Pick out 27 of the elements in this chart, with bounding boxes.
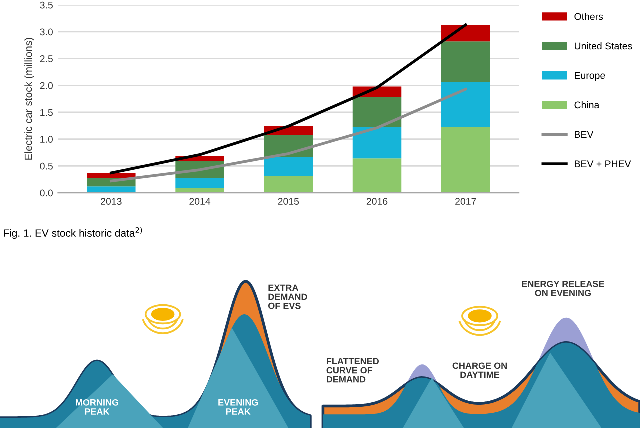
x-tick-label: 2014: [190, 198, 211, 206]
x-tick-label: 2013: [101, 198, 122, 206]
text: EXTRA DEMAND OF EVS: [268, 284, 308, 310]
x-tick-label: 2016: [366, 198, 388, 206]
text: ENERGY RELEASE ON EVENING: [522, 280, 604, 296]
legend-label: Others: [574, 13, 604, 20]
caption: Fig. 1. EV stock historic data$^{2)}$: [4, 227, 142, 240]
text: MORNING PEAK: [76, 399, 118, 415]
legend-label: BEV: [575, 131, 594, 138]
legend-label: China: [574, 101, 600, 109]
y-tick-label: 2.5: [40, 56, 53, 62]
x-tick-label: 2015: [278, 198, 300, 206]
y-tick-label: 2.0: [40, 82, 53, 90]
legend-label: BEV + PHEV: [575, 160, 632, 168]
text: FLATTENED CURVE OF DEMAND: [326, 358, 380, 383]
y-tick-label: 1.0: [40, 136, 53, 143]
legend-label: United States: [575, 42, 632, 50]
legend-label: Europe: [575, 72, 606, 82]
y-tick-label: 0.0: [40, 190, 53, 197]
text: EVENING PEAK: [218, 399, 258, 415]
y-tick-label: 1.5: [40, 109, 53, 116]
y-axis-title: Electric car stock (millions): [24, 38, 34, 160]
y-tick-label: 0.5: [40, 162, 53, 170]
y-tick-label: 3.5: [40, 2, 53, 9]
y-tick-label: 3.0: [40, 28, 53, 36]
text: CHARGE ON DAYTIME: [452, 362, 507, 378]
x-tick-label: 2017: [456, 198, 476, 206]
